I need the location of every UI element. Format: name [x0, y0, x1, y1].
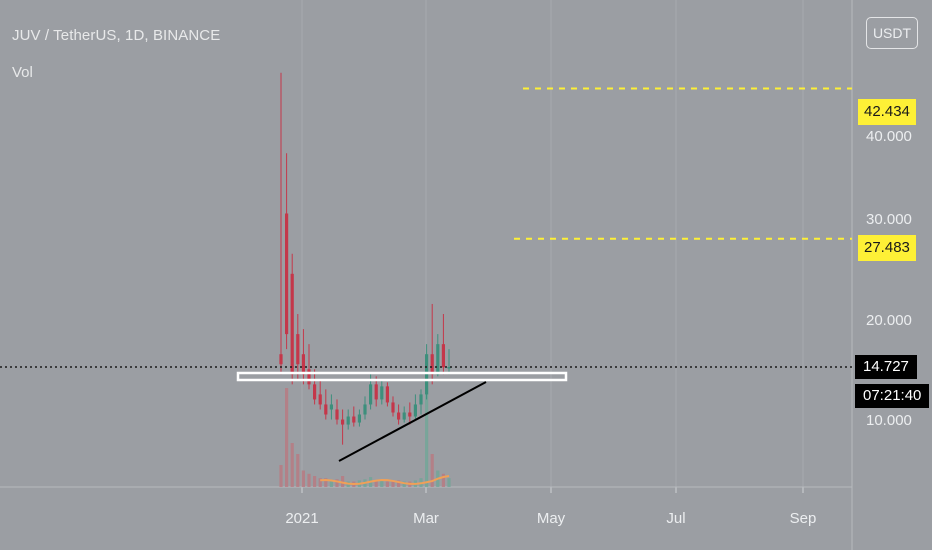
price-tick-10: 10.000: [866, 412, 912, 429]
candle-body: [357, 414, 361, 423]
candle-body: [346, 416, 350, 425]
volume-bar: [402, 481, 406, 487]
level-label-upper[interactable]: 42.434: [858, 99, 916, 125]
candle-body: [279, 354, 283, 365]
volume-bar: [425, 388, 429, 487]
level-label-lower[interactable]: 27.483: [858, 235, 916, 261]
support-zone-box: [236, 371, 568, 382]
candle-body: [363, 404, 367, 415]
volume-bar: [307, 473, 311, 487]
candle-body: [324, 404, 328, 415]
time-tick-jul: Jul: [666, 510, 686, 527]
volume-bar: [285, 388, 289, 487]
candle-body: [329, 404, 333, 410]
bar-countdown-label: 07:21:40: [855, 384, 930, 408]
volume-bar: [296, 454, 300, 487]
current-price-label: 14.727: [855, 355, 917, 379]
grid-lines: [0, 0, 853, 550]
candle-body: [296, 334, 300, 365]
candle-body: [290, 273, 294, 375]
candle-body: [335, 409, 339, 420]
candle-body: [425, 354, 429, 395]
volume-bars: [279, 388, 451, 487]
candle-body: [341, 419, 345, 425]
candle-body: [369, 384, 373, 405]
candle-body: [307, 369, 311, 385]
volume-bar: [391, 481, 395, 487]
candle-body: [301, 354, 305, 375]
candle-body: [285, 213, 289, 335]
time-tick-mar: Mar: [413, 510, 439, 527]
volume-bar: [279, 465, 283, 487]
candle-body: [374, 384, 378, 400]
trend-line: [338, 381, 487, 462]
volume-bar: [324, 478, 328, 487]
candle-body: [352, 416, 356, 423]
volume-bar: [380, 480, 384, 487]
volume-ma-line: [320, 475, 450, 485]
candle-body: [436, 344, 440, 375]
volume-bar: [430, 454, 434, 487]
candle-body: [447, 367, 451, 369]
candle-body: [313, 384, 317, 400]
time-tick-may: May: [536, 510, 566, 527]
candle-body: [385, 386, 389, 403]
drawing-overlays: [0, 87, 852, 462]
candle-body: [380, 386, 384, 400]
volume-bar: [335, 479, 339, 487]
candle-body: [419, 394, 423, 405]
volume-legend[interactable]: Vol: [12, 64, 33, 81]
time-tick-sep: Sep: [789, 510, 817, 527]
price-tick-40: 40.000: [866, 128, 912, 145]
currency-button[interactable]: USDT: [866, 17, 918, 49]
volume-bar: [385, 481, 389, 487]
volume-bar: [397, 480, 401, 487]
volume-bar: [301, 470, 305, 487]
candle-body: [441, 344, 445, 368]
candle-body: [318, 394, 322, 405]
price-tick-20: 20.000: [866, 312, 912, 329]
volume-bar: [329, 480, 333, 487]
candle-body: [430, 354, 434, 375]
candle-body: [397, 412, 401, 420]
volume-bar: [441, 473, 445, 487]
time-tick-2021: 2021: [285, 510, 319, 527]
volume-bar: [447, 478, 451, 487]
volume-bar: [318, 478, 322, 487]
volume-bar: [290, 443, 294, 487]
candles: [279, 72, 451, 445]
volume-bar: [341, 476, 345, 487]
volume-bar: [313, 476, 317, 487]
candle-body: [402, 412, 406, 420]
candle-body: [413, 404, 417, 417]
volume-bar: [374, 480, 378, 487]
price-tick-30: 30.000: [866, 211, 912, 228]
candle-body: [391, 402, 395, 413]
symbol-legend[interactable]: JUV / TetherUS, 1D, BINANCE: [12, 27, 221, 44]
candle-body: [408, 412, 412, 417]
